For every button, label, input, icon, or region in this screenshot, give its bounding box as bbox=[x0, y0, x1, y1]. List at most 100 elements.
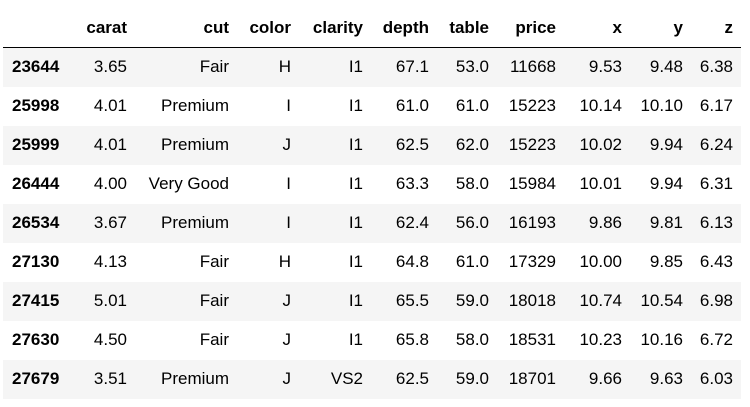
cell-clarity: I1 bbox=[348, 57, 363, 77]
cell-z: 6.31 bbox=[699, 174, 733, 193]
column-header-x: x bbox=[564, 8, 630, 48]
cell-color: J bbox=[282, 135, 292, 154]
cell-x: 10.74 bbox=[579, 291, 622, 310]
cell-cut: Premium bbox=[160, 135, 229, 154]
cell-price: 18018 bbox=[508, 291, 556, 310]
cell-table: 58.0 bbox=[455, 174, 489, 193]
cell-x: 10.01 bbox=[579, 174, 622, 193]
table-row: 25998 4.01 Premium I I1 61.0 61.0 15223 10.14 10.… bbox=[3, 86, 741, 126]
cell-depth: 67.1 bbox=[395, 57, 429, 77]
cell-price: 15223 bbox=[508, 96, 556, 115]
cell-cut: Fair bbox=[199, 330, 229, 349]
cell-x: 9.66 bbox=[588, 369, 622, 388]
cell-y: 9.81 bbox=[649, 213, 683, 232]
table-row: 27130 4.13 Fair H I1 64.8 61.0 17329 10.00 9.85 6.… bbox=[3, 242, 741, 282]
cell-color: J bbox=[282, 330, 292, 349]
cell-cut: Premium bbox=[160, 96, 229, 115]
cell-y: 10.54 bbox=[640, 291, 683, 310]
row-index: 27679 bbox=[12, 369, 60, 388]
cell-depth: 62.5 bbox=[395, 135, 429, 154]
table-row: 23644 3.65 Fair H I1 67.1 53.0 11668 9.53 9.48 6.3… bbox=[3, 47, 741, 87]
cell-depth: 62.5 bbox=[395, 369, 429, 388]
cell-carat: 4.50 bbox=[93, 330, 127, 349]
column-header-depth: depth bbox=[371, 8, 437, 48]
cell-color: H bbox=[278, 57, 291, 77]
column-header-y: y bbox=[630, 8, 691, 48]
cell-clarity: I1 bbox=[348, 135, 363, 154]
cell-z: 6.13 bbox=[699, 213, 733, 232]
cell-x: 10.00 bbox=[579, 252, 622, 271]
cell-y: 10.16 bbox=[640, 330, 683, 349]
row-index: 26534 bbox=[12, 213, 60, 232]
cell-carat: 4.00 bbox=[93, 174, 127, 193]
cell-table: 58.0 bbox=[455, 330, 489, 349]
table-row: 26534 3.67 Premium I I1 62.4 56.0 16193 9.86 9.81… bbox=[3, 203, 741, 243]
cell-table: 61.0 bbox=[455, 96, 489, 115]
cell-table: 53.0 bbox=[455, 57, 489, 77]
table-body: 23644 3.65 Fair H I1 67.1 53.0 11668 9.53 9.48 6.3… bbox=[3, 47, 741, 399]
table-row: 26444 4.00 Very Good I I1 63.3 58.0 15984 10.01 9… bbox=[3, 164, 741, 204]
cell-price: 16193 bbox=[508, 213, 556, 232]
cell-cut: Fair bbox=[199, 291, 229, 310]
cell-cut: Fair bbox=[199, 57, 229, 77]
cell-cut: Fair bbox=[199, 252, 229, 271]
cell-x: 9.53 bbox=[588, 57, 622, 77]
table-header: carat cut color clarity depth table pric… bbox=[3, 8, 741, 48]
cell-price: 15223 bbox=[508, 135, 556, 154]
column-header-table: table bbox=[437, 8, 497, 48]
cell-price: 18701 bbox=[508, 369, 556, 388]
cell-table: 56.0 bbox=[455, 213, 489, 232]
cell-depth: 64.8 bbox=[395, 252, 429, 271]
cell-depth: 65.8 bbox=[395, 330, 429, 349]
table-row: 27630 4.50 Fair J I1 65.8 58.0 18531 10.23 10.16 6… bbox=[3, 320, 741, 360]
cell-y: 9.94 bbox=[649, 174, 683, 193]
cell-carat: 4.01 bbox=[93, 96, 127, 115]
cell-color: J bbox=[282, 291, 292, 310]
cell-table: 62.0 bbox=[455, 135, 489, 154]
cell-price: 18531 bbox=[508, 330, 556, 349]
cell-y: 9.48 bbox=[649, 57, 683, 77]
cell-clarity: VS2 bbox=[330, 369, 363, 388]
cell-x: 10.14 bbox=[579, 96, 622, 115]
cell-carat: 3.67 bbox=[93, 213, 127, 232]
cell-y: 9.85 bbox=[649, 252, 683, 271]
column-header-clarity: clarity bbox=[299, 8, 371, 48]
cell-cut: Premium bbox=[160, 213, 229, 232]
row-index: 26444 bbox=[12, 174, 60, 193]
row-index: 27130 bbox=[12, 252, 60, 271]
cell-carat: 3.65 bbox=[93, 57, 127, 77]
cell-cut: Premium bbox=[160, 369, 229, 388]
cell-carat: 5.01 bbox=[93, 291, 127, 310]
cell-clarity: I1 bbox=[348, 213, 363, 232]
column-header-color: color bbox=[237, 8, 299, 48]
cell-x: 9.86 bbox=[588, 213, 622, 232]
cell-carat: 4.13 bbox=[93, 252, 127, 271]
cell-price: 11668 bbox=[509, 57, 556, 77]
cell-z: 6.43 bbox=[699, 252, 733, 271]
cell-color: I bbox=[286, 174, 291, 193]
cell-color: H bbox=[278, 252, 291, 271]
cell-z: 6.98 bbox=[699, 291, 733, 310]
cell-table: 61.0 bbox=[455, 252, 489, 271]
column-header-z: z bbox=[691, 8, 741, 48]
table-row: 25999 4.01 Premium J I1 62.5 62.0 15223 10.02 9.9… bbox=[3, 125, 741, 165]
cell-clarity: I1 bbox=[348, 252, 363, 271]
cell-price: 17329 bbox=[508, 252, 556, 271]
cell-price: 15984 bbox=[508, 174, 556, 193]
cell-z: 6.24 bbox=[699, 135, 733, 154]
cell-x: 10.02 bbox=[579, 135, 622, 154]
cell-color: I bbox=[286, 96, 291, 115]
row-index: 27415 bbox=[12, 291, 60, 310]
row-index: 23644 bbox=[12, 57, 60, 77]
cell-depth: 62.4 bbox=[395, 213, 429, 232]
cell-z: 6.72 bbox=[699, 330, 733, 349]
cell-y: 10.10 bbox=[640, 96, 683, 115]
cell-clarity: I1 bbox=[348, 96, 363, 115]
cell-table: 59.0 bbox=[455, 369, 489, 388]
cell-color: I bbox=[286, 213, 291, 232]
cell-clarity: I1 bbox=[348, 330, 363, 349]
column-header-carat: carat bbox=[73, 8, 135, 48]
index-header bbox=[3, 8, 73, 48]
cell-z: 6.38 bbox=[699, 57, 733, 77]
cell-cut: Very Good bbox=[148, 174, 229, 193]
